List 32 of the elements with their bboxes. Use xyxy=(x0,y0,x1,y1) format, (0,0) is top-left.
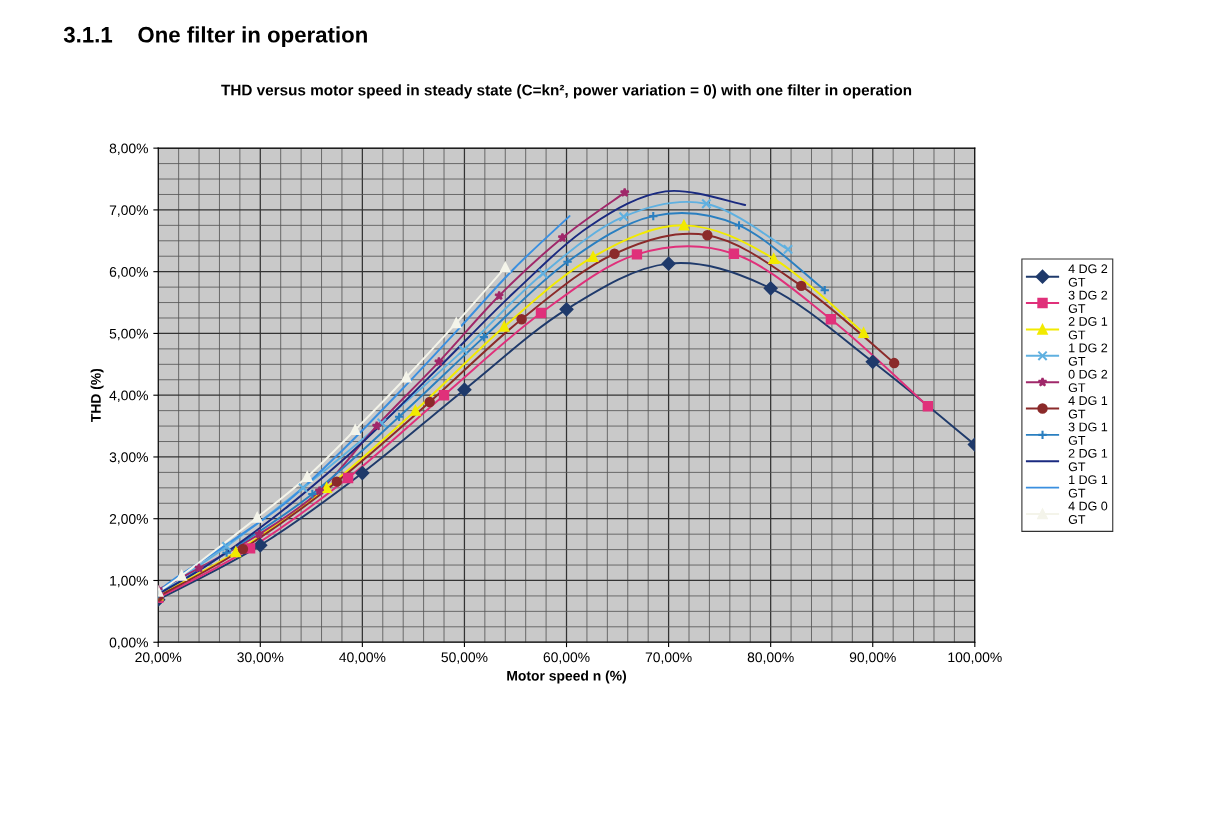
x-tick-label: 90,00% xyxy=(849,652,896,664)
x-tick-label: 70,00% xyxy=(645,652,692,664)
legend-label: 1 DG 1 GT xyxy=(1068,475,1108,498)
y-tick-label: 3,00% xyxy=(109,452,148,464)
x-tick-label: 40,00% xyxy=(339,652,386,664)
legend-label: 3 DG 2 GT xyxy=(1068,290,1108,313)
x-tick-label: 20,00% xyxy=(135,652,182,664)
legend-label: 3 DG 1 GT xyxy=(1068,422,1108,445)
legend-label: 4 DG 0 GT xyxy=(1068,501,1108,524)
y-tick-label: 2,00% xyxy=(109,514,148,526)
y-tick-label: 7,00% xyxy=(109,205,148,217)
legend-label: 0 DG 2 GT xyxy=(1068,369,1108,393)
x-tick-label: 30,00% xyxy=(237,652,284,664)
x-tick-label: 100,00% xyxy=(948,652,1002,664)
x-tick-label: 50,00% xyxy=(441,652,488,664)
y-tick-label: 4,00% xyxy=(109,390,148,403)
legend-label: 2 DG 1 GT xyxy=(1068,448,1108,472)
y-tick-label: 8,00% xyxy=(109,143,148,155)
y-tick-label: 6,00% xyxy=(109,267,148,279)
y-tick-label: 5,00% xyxy=(109,328,148,341)
x-tick-label: 80,00% xyxy=(747,652,794,664)
y-tick-label: 0,00% xyxy=(109,637,148,650)
y-tick-label: 1,00% xyxy=(110,575,148,588)
legend-label: 2 DG 1 GT xyxy=(1068,317,1108,340)
legend-label: 1 DG 2 GT xyxy=(1068,343,1108,366)
legend-label: 4 DG 2 GT xyxy=(1068,264,1108,287)
x-axis-title: Motor speed n (%) xyxy=(507,670,627,684)
chart-title: THD versus motor speed in steady state (C=kn², power variation = 0) with one filter in operation xyxy=(221,84,912,99)
x-tick-label: 60,00% xyxy=(543,652,590,664)
legend-label: 4 DG 1 GT xyxy=(1068,396,1108,419)
y-axis-title: THD (%) xyxy=(90,368,104,423)
text: 3.1.1 One filter in operation xyxy=(63,26,367,47)
